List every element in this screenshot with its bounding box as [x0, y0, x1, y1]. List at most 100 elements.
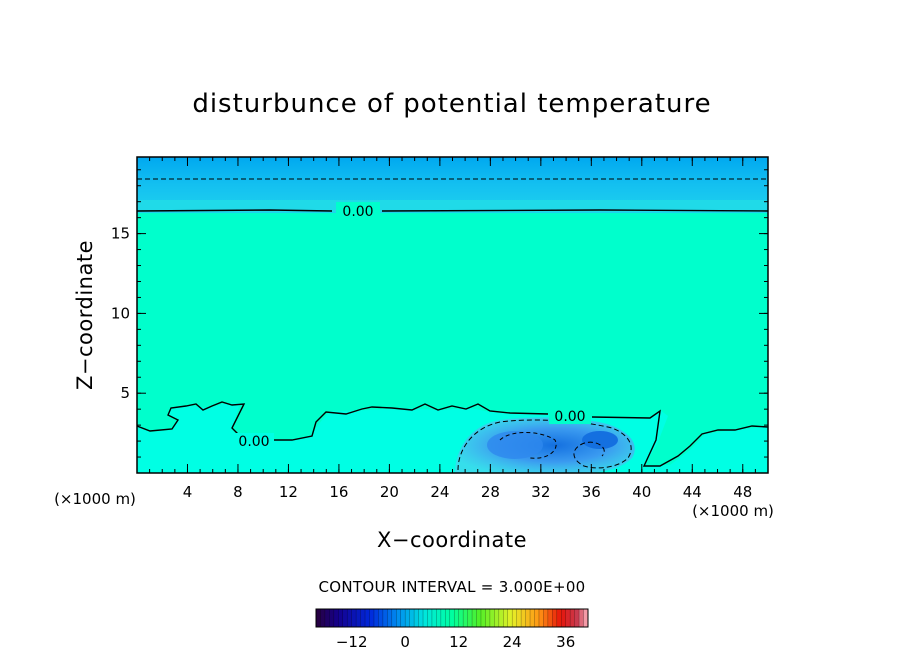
colorbar-cell: [570, 609, 575, 627]
colorbar-cell: [507, 609, 513, 627]
colorbar-cell: [445, 609, 451, 627]
contour-interval-label: CONTOUR INTERVAL = 3.000E+00: [318, 578, 585, 596]
x-axis-label: X−coordinate: [377, 528, 527, 552]
colorbar-tick-label: −12: [336, 633, 368, 651]
colorbar-tick-label: 12: [449, 633, 468, 651]
colorbar-tick-label: 24: [503, 633, 522, 651]
contour-label: 0.00: [238, 434, 269, 450]
colorbar-cell: [467, 609, 473, 627]
contour-label-bg-3: [234, 433, 274, 449]
contour-label-bg-2: [549, 408, 591, 424]
colorbar-cell: [369, 609, 375, 627]
colorbar-cell: [516, 609, 522, 627]
colorbar: [316, 609, 589, 627]
colorbar-cell: [561, 609, 567, 627]
colorbar-cell: [427, 609, 433, 627]
contour-zero-upper: [137, 209, 768, 212]
colorbar-cell: [431, 609, 437, 627]
colorbar-cell: [378, 609, 384, 627]
colorbar-cell: [409, 609, 415, 627]
colorbar-cell: [449, 609, 455, 627]
contour-label: 0.00: [342, 204, 373, 220]
colorbar-cell: [423, 609, 428, 627]
colorbar-cell: [391, 609, 397, 627]
contour-lines: [137, 178, 768, 471]
x-tick-label: 8: [233, 483, 243, 501]
x-unit-label-right: (×1000 m): [692, 502, 774, 520]
x-tick-label: 12: [279, 483, 298, 501]
colorbar-cell: [530, 609, 535, 627]
contour-label: 0.00: [554, 409, 585, 425]
colorbar-cell: [565, 609, 571, 627]
heatmap-field: [137, 157, 768, 473]
colorbar-cell: [512, 609, 517, 627]
colorbar-cell: [463, 609, 468, 627]
colorbar-cell: [503, 609, 509, 627]
x-tick-label: 40: [632, 483, 651, 501]
x-tick-labels: 4 8 12 16 20 24 28 32 36 40 44 48: [183, 483, 753, 501]
colorbar-cell: [329, 609, 335, 627]
colorbar-cell: [552, 609, 558, 627]
colorbar-cell: [521, 609, 526, 627]
contour-dashed-lower: [457, 419, 632, 471]
colorbar-cell: [498, 609, 504, 627]
colorbar-frame: [315, 608, 589, 628]
colorbar-cell: [583, 609, 589, 627]
x-tick-label: 44: [683, 483, 702, 501]
field-cold-pool: [455, 417, 635, 473]
x-tick-label: 4: [183, 483, 193, 501]
x-tick-label: 16: [329, 483, 348, 501]
colorbar-cell: [365, 609, 370, 627]
colorbar-cell: [458, 609, 464, 627]
colorbar-cell: [387, 609, 393, 627]
colorbar-cell: [333, 609, 339, 627]
colorbar-cell: [405, 609, 410, 627]
contour-zero-lower: [137, 401, 768, 467]
colorbar-cell: [534, 609, 540, 627]
colorbar-tick-label: 36: [556, 633, 575, 651]
colorbar-cell: [476, 609, 482, 627]
colorbar-tick-labels: −12 0 12 24 36: [336, 633, 575, 651]
colorbar-cell: [574, 609, 580, 627]
colorbar-cell: [440, 609, 446, 627]
x-tick-label: 24: [430, 483, 449, 501]
field-upper-band: [137, 200, 768, 212]
colorbar-cell: [547, 609, 553, 627]
chart-title: disturbunce of potential temperature: [192, 89, 711, 119]
colorbar-cell: [338, 609, 344, 627]
y-axis-label: Z−coordinate: [73, 240, 97, 390]
colorbar-cell: [489, 609, 495, 627]
axis-ticks: [137, 157, 768, 473]
colorbar-cell: [360, 609, 366, 627]
colorbar-cell: [373, 609, 379, 627]
colorbar-cell: [454, 609, 459, 627]
colorbar-cell: [351, 609, 357, 627]
x-tick-label: 48: [733, 483, 752, 501]
colorbar-cell: [579, 609, 584, 627]
x-tick-label: 20: [380, 483, 399, 501]
contour-dashed-inner: [499, 432, 557, 459]
x-tick-label: 28: [481, 483, 500, 501]
x-unit-label-left: (×1000 m): [54, 490, 136, 508]
colorbar-cell: [400, 609, 406, 627]
colorbar-cell: [382, 609, 388, 627]
y-tick-label: 5: [120, 384, 130, 402]
colorbar-cell: [324, 609, 330, 627]
colorbar-cell: [320, 609, 326, 627]
colorbar-cell: [472, 609, 477, 627]
colorbar-cell: [342, 609, 348, 627]
colorbar-cell: [347, 609, 352, 627]
y-tick-label: 10: [111, 304, 130, 322]
colorbar-cell: [543, 609, 549, 627]
x-tick-label: 36: [582, 483, 601, 501]
field-cold-core: [582, 431, 618, 449]
colorbar-cell: [485, 609, 491, 627]
x-tick-label: 32: [531, 483, 550, 501]
colorbar-cell: [316, 609, 321, 627]
colorbar-cell: [480, 609, 486, 627]
field-cold-core-left: [487, 431, 543, 459]
colorbar-cell: [538, 609, 544, 627]
colorbar-cell: [556, 609, 562, 627]
colorbar-cell: [356, 609, 361, 627]
